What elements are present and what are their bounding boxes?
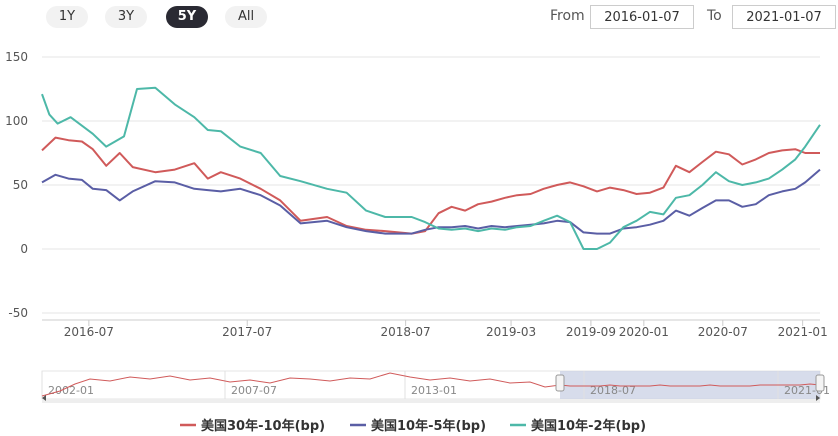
legend-item-series2[interactable]: 美国10年-5年(bp) (350, 418, 486, 434)
navigator-scrollbar[interactable] (42, 399, 820, 403)
y-tick-label: 150 (5, 50, 28, 64)
to-label: To (707, 8, 722, 24)
x-tick-label: 2019-09 (566, 325, 616, 339)
legend-label: 美国10年-2年(bp) (531, 418, 646, 434)
navigator-left-handle[interactable] (555, 374, 565, 392)
series-line-3[interactable] (41, 86, 821, 250)
y-tick-label: 0 (20, 242, 28, 256)
series-line-1[interactable] (41, 136, 820, 235)
x-tick-label: 2019-03 (486, 325, 536, 339)
series-line-2[interactable] (41, 168, 821, 235)
x-tick-label: 2018-07 (381, 325, 431, 339)
navigator: 2002-01 2007-07 2013-01 2018-07 2021-01 (41, 370, 830, 403)
range-button-all[interactable]: All (225, 6, 267, 28)
series-lines (41, 86, 821, 250)
grid-lines (42, 56, 820, 314)
legend-item-series3[interactable]: 美国10年-2年(bp) (510, 418, 646, 434)
y-tick-label: 50 (13, 178, 28, 192)
x-tick-label: 2016-07 (64, 325, 114, 339)
scroll-left-arrow-icon[interactable] (42, 395, 46, 401)
scroll-right-arrow-icon[interactable] (816, 395, 820, 401)
legend-item-series1[interactable]: 美国30年-10年(bp) (180, 418, 325, 434)
range-button-3y[interactable]: 3Y (105, 6, 147, 28)
from-label: From (550, 8, 585, 24)
navigator-right-handle[interactable] (815, 374, 825, 392)
y-tick-label: -50 (8, 306, 28, 320)
legend-label: 美国10年-5年(bp) (371, 418, 486, 434)
navigator-series-line (41, 372, 821, 397)
navigator-tick-label: 2007-07 (231, 384, 277, 397)
legend: 美国30年-10年(bp) 美国10年-5年(bp) 美国10年-2年(bp) (180, 418, 646, 434)
y-axis-ticks: -50 0 50 100 150 (5, 50, 28, 320)
x-tick-label: 2020-07 (698, 325, 748, 339)
range-selector-bar: 1Y 3Y 5Y All From To (0, 0, 838, 36)
to-date-input[interactable] (732, 5, 836, 29)
navigator-ticks: 2002-01 2007-07 2013-01 2018-07 2021-01 (41, 371, 830, 399)
navigator-tick-label: 2002-01 (48, 384, 94, 397)
navigator-tick-label: 2013-01 (411, 384, 457, 397)
x-tick-label: 2017-07 (222, 325, 272, 339)
from-date-input[interactable] (590, 5, 694, 29)
range-button-5y[interactable]: 5Y (166, 6, 208, 28)
navigator-tick-label: 2018-07 (590, 384, 636, 397)
legend-label: 美国30年-10年(bp) (201, 418, 325, 434)
x-axis-ticks: 2016-07 2017-07 2018-07 2019-03 2019-09 2020-… (64, 320, 828, 339)
x-tick-label: 2021-01 (778, 325, 828, 339)
range-button-1y[interactable]: 1Y (46, 6, 88, 28)
y-tick-label: 100 (5, 114, 28, 128)
x-tick-label: 2020-01 (619, 325, 669, 339)
